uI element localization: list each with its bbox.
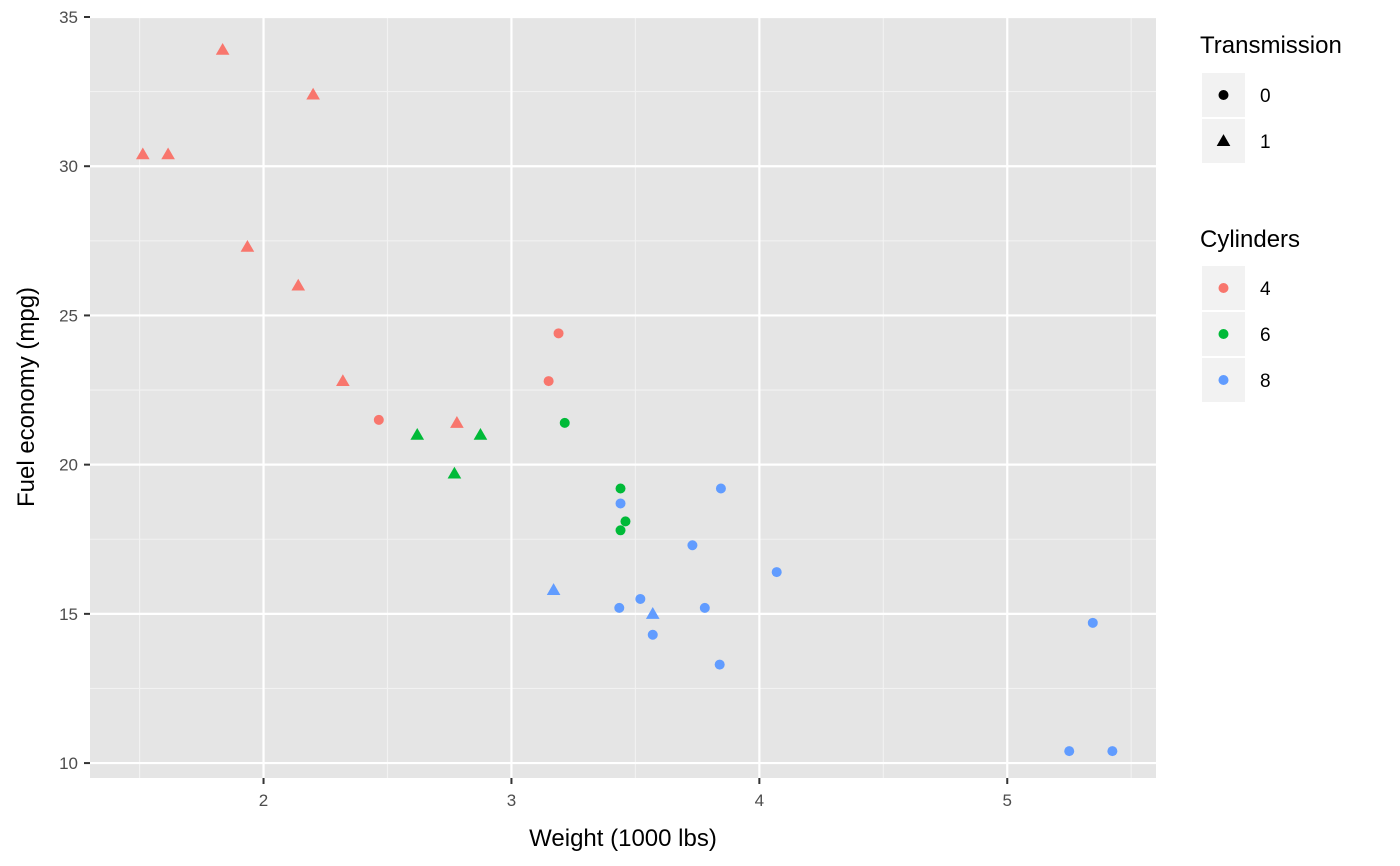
data-point-circle	[687, 540, 698, 551]
legend-cylinders: Cylinders 4 6 8	[1200, 226, 1300, 402]
legend-shape-keys: 01	[1202, 73, 1271, 163]
data-point-triangle	[447, 466, 462, 479]
data-point-triangle	[473, 427, 488, 440]
y-tick-label: 15	[59, 605, 78, 624]
data-point-triangle	[410, 427, 425, 440]
legend-key-circle	[1218, 90, 1229, 100]
tick-labels: 2 3 4 5 10 15 20 25 30 35	[59, 8, 1012, 810]
y-tick-label: 25	[59, 306, 78, 325]
legend-transmission-title: Transmission	[1200, 32, 1342, 59]
legend-key-triangle	[1216, 134, 1231, 146]
data-point-triangle	[215, 43, 230, 55]
data-point-circle	[543, 376, 554, 387]
x-tick-label: 4	[755, 791, 764, 810]
data-point-circle	[635, 593, 646, 604]
plot-panel	[90, 17, 1156, 778]
legend-label-cylinders: 4	[1260, 279, 1271, 300]
data-point-circle	[615, 483, 626, 494]
data-point-circle	[699, 602, 710, 613]
grid-major	[90, 15, 1156, 778]
y-tick-label: 20	[59, 456, 78, 475]
data-point-triangle	[291, 278, 306, 291]
data-point-circle	[559, 417, 570, 428]
y-tick-label: 35	[59, 8, 78, 27]
data-point-triangle	[645, 607, 660, 619]
grid-minor	[90, 17, 1156, 778]
data-point-circle	[771, 567, 782, 578]
data-point-triangle	[336, 374, 350, 387]
legend-label-transmission: 0	[1260, 86, 1271, 107]
data-point-triangle	[450, 416, 464, 428]
data-point-circle	[615, 525, 626, 536]
data-point-circle	[553, 328, 564, 339]
data-point-triangle	[135, 147, 150, 160]
x-tick-label: 5	[1003, 791, 1012, 810]
data-point-circle	[614, 602, 625, 613]
x-axis-title: Weight (1000 lbs)	[529, 825, 717, 852]
x-tick-label: 2	[259, 791, 268, 810]
data-point-circle	[714, 659, 725, 670]
y-tick-label: 10	[59, 754, 78, 773]
data-point-circle	[1087, 617, 1098, 628]
y-axis-title: Fuel economy (mpg)	[13, 287, 40, 507]
y-tick-label: 30	[59, 157, 78, 176]
points-layer	[135, 43, 1118, 757]
axis-ticks	[84, 16, 1009, 784]
data-point-circle	[373, 414, 384, 425]
legend-key-color-circle	[1218, 329, 1229, 339]
legend-color-keys: 4 6 8	[1202, 266, 1271, 402]
data-point-circle	[620, 516, 631, 527]
data-point-circle	[647, 629, 658, 640]
data-point-triangle	[306, 87, 320, 100]
data-point-circle	[715, 483, 726, 494]
data-point-circle	[1107, 746, 1118, 757]
legend-label-transmission: 1	[1260, 132, 1271, 153]
data-point-triangle	[240, 239, 255, 252]
data-point-triangle	[546, 583, 561, 595]
data-point-circle	[615, 498, 626, 509]
legend-cylinders-title: Cylinders	[1200, 226, 1300, 253]
legend-label-cylinders: 8	[1260, 371, 1271, 392]
legend-key-color-circle	[1218, 375, 1229, 385]
legend-key-color-circle	[1218, 283, 1229, 293]
data-point-triangle	[161, 147, 175, 160]
x-tick-label: 3	[507, 791, 516, 810]
legend-label-cylinders: 6	[1260, 325, 1271, 346]
legend-transmission: Transmission 01	[1200, 32, 1342, 163]
data-point-circle	[1064, 746, 1075, 757]
